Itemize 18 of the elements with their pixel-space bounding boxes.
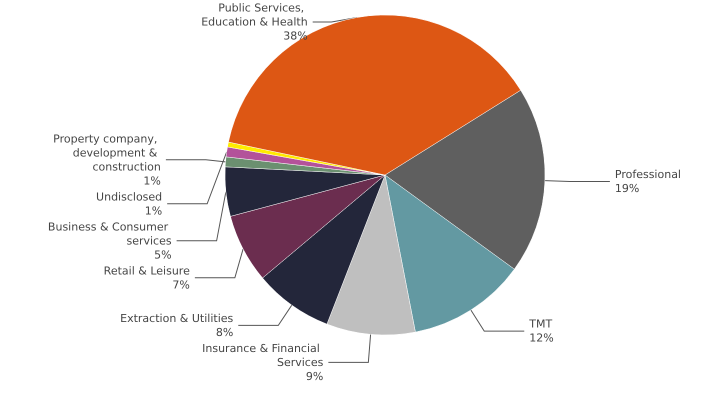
data-label: 19% bbox=[614, 182, 640, 196]
slice-label: Business & Consumer services bbox=[48, 220, 172, 248]
data-label: 5% bbox=[154, 248, 172, 262]
data-label: 8% bbox=[216, 326, 234, 339]
slice-label: Public Services, Education & Health bbox=[201, 2, 308, 28]
slice-label: Extraction & Utilities bbox=[120, 312, 234, 325]
data-label: 9% bbox=[306, 370, 324, 383]
data-label: 38% bbox=[283, 30, 308, 42]
data-label: 12% bbox=[529, 332, 554, 345]
slice-label: TMT bbox=[528, 318, 552, 331]
slice-label: Retail & Leisure bbox=[104, 264, 190, 278]
slice-label: Insurance & Financial Services bbox=[202, 342, 324, 369]
slice-label: Property company, development & construction bbox=[53, 132, 161, 174]
slice-label: Undisclosed bbox=[96, 190, 162, 204]
data-label: 7% bbox=[172, 278, 190, 292]
data-label: 1% bbox=[144, 204, 162, 218]
slice-label: Professional bbox=[614, 168, 681, 182]
data-label: 1% bbox=[143, 174, 161, 188]
